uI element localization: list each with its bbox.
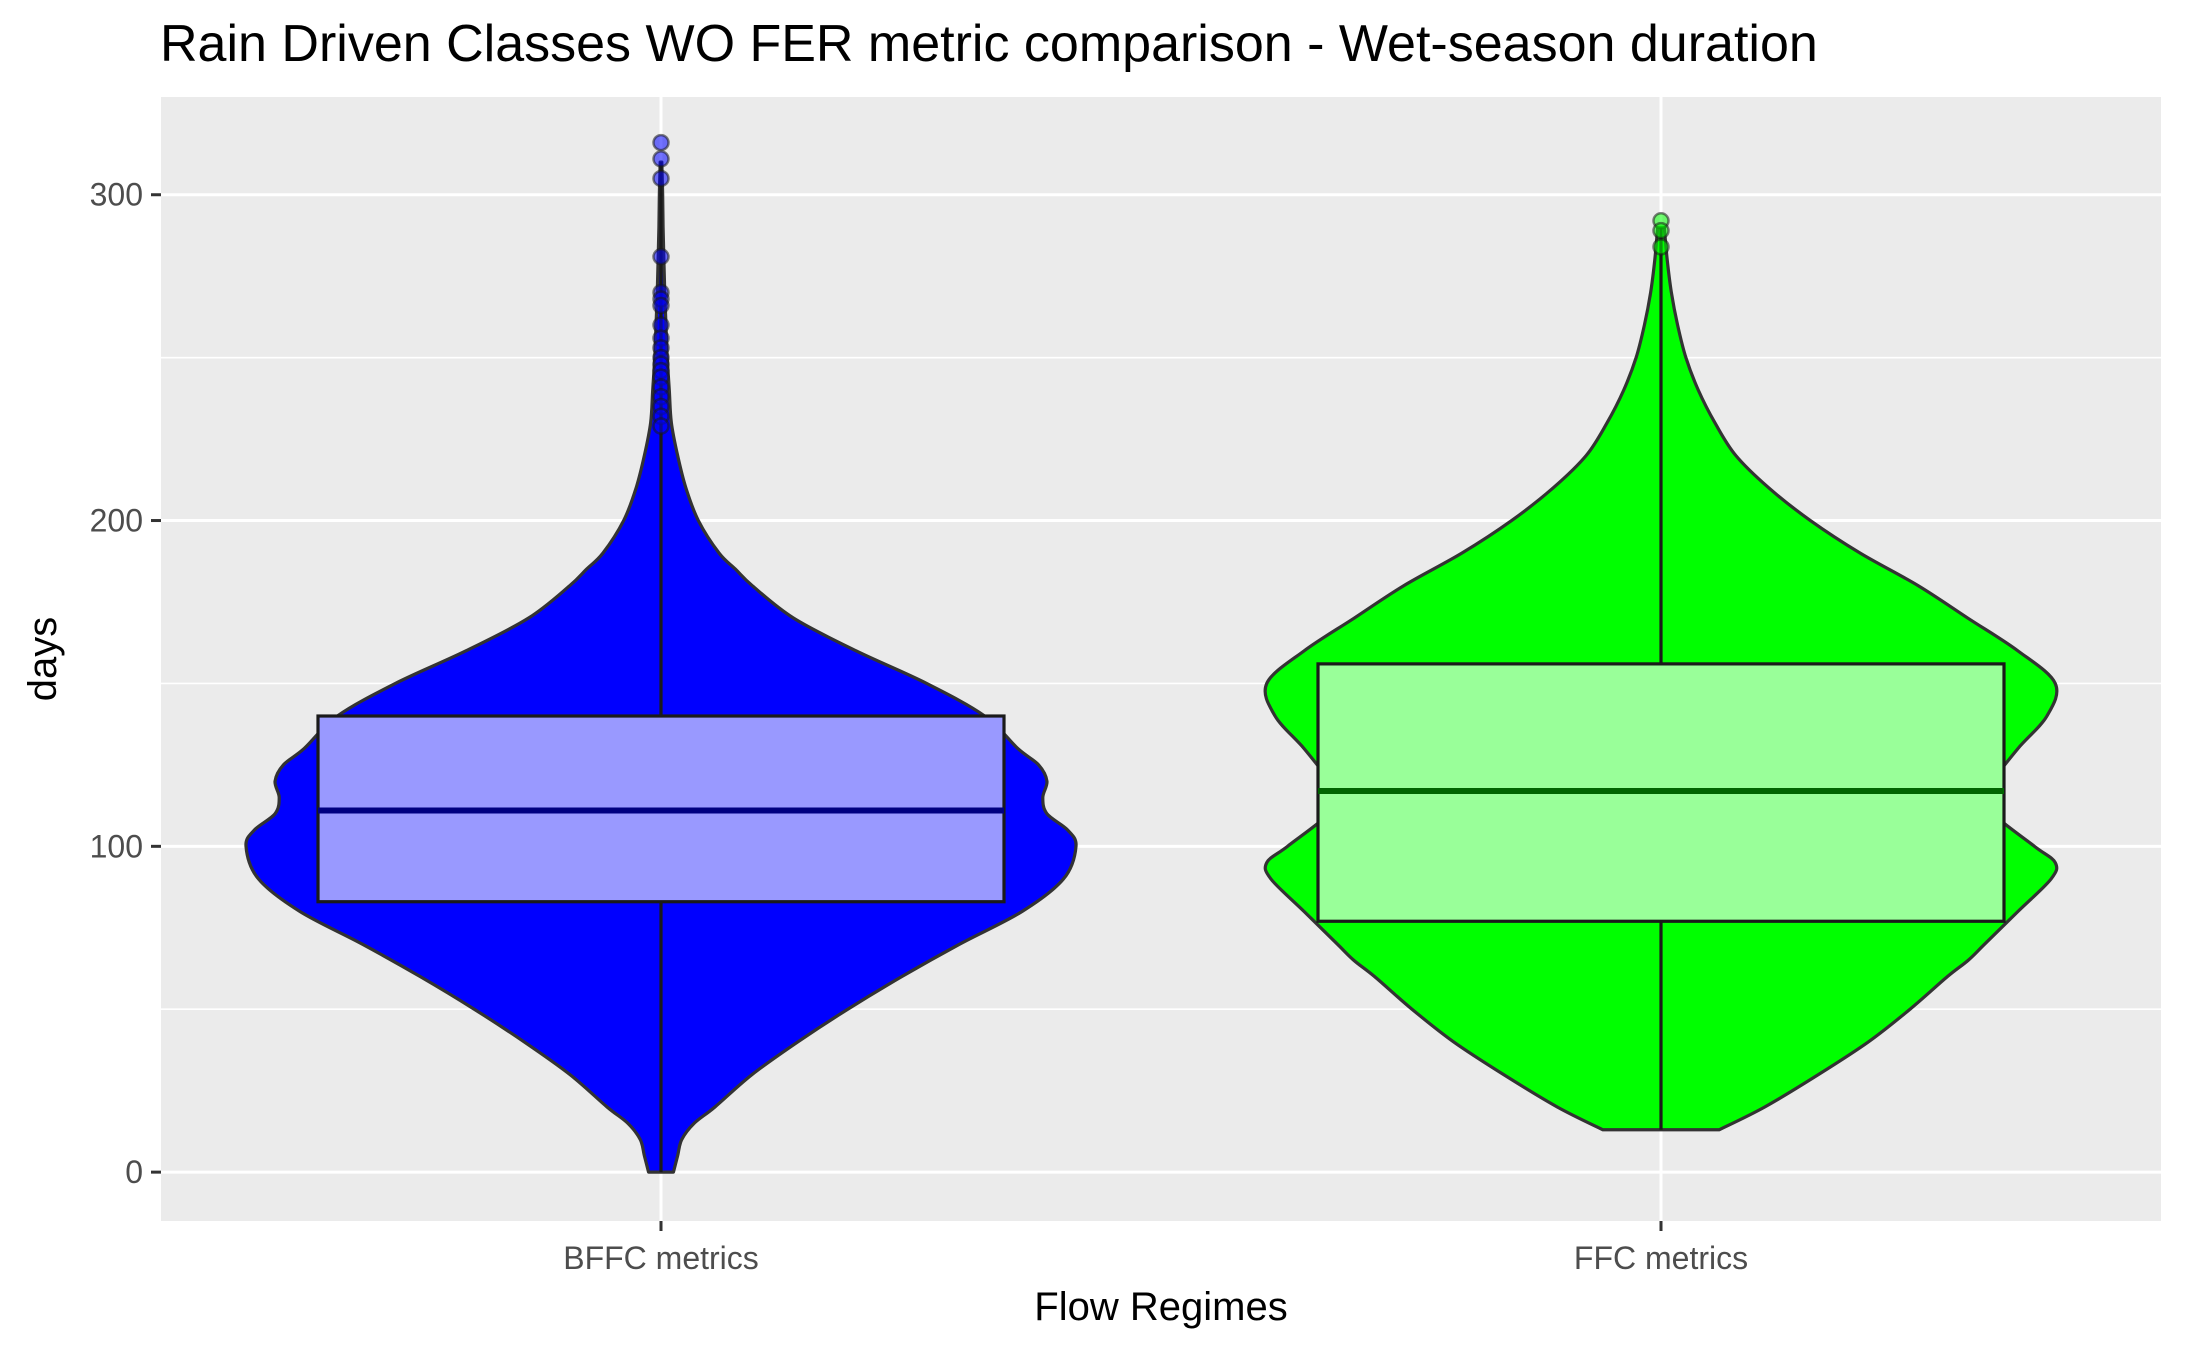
y-tick-label: 200 — [90, 503, 143, 539]
x-axis-title: Flow Regimes — [1034, 1285, 1287, 1329]
outlier-point — [652, 417, 670, 435]
y-tick-label: 0 — [125, 1154, 143, 1190]
violins — [244, 133, 2059, 1174]
outlier-point — [1652, 221, 1670, 240]
y-axis-title: days — [21, 617, 65, 702]
axes: 0 100 200 300 BFFC metrics FFC metrics — [90, 177, 1748, 1276]
x-tick-label: FFC metrics — [1574, 1240, 1748, 1276]
outlier-point — [652, 150, 670, 168]
outlier-point — [652, 296, 670, 315]
outlier-point — [1652, 238, 1670, 256]
outlier-point — [652, 247, 670, 266]
chart-title: Rain Driven Classes WO FER metric compar… — [160, 15, 1818, 73]
y-tick-label: 300 — [90, 177, 143, 213]
outlier-point — [652, 169, 670, 188]
x-tick-label: BFFC metrics — [563, 1240, 759, 1276]
y-tick-label: 100 — [90, 828, 143, 864]
outlier-point — [652, 133, 670, 152]
